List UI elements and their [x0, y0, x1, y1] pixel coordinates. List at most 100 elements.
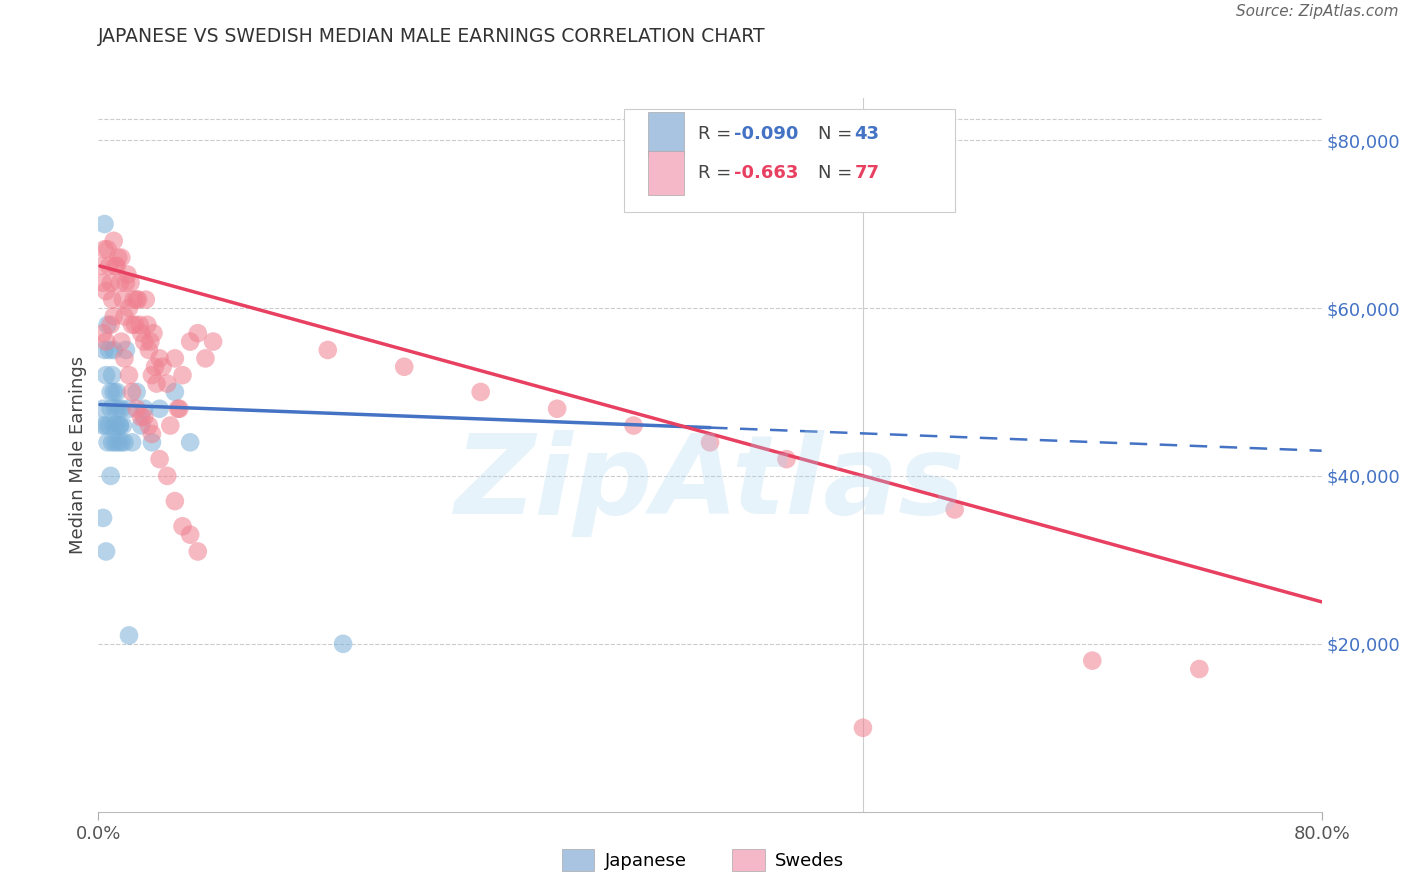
Point [179, 435, 201, 450]
Text: ZipAtlas: ZipAtlas [454, 430, 966, 537]
Text: 43: 43 [855, 125, 879, 143]
Point [94, 418, 117, 433]
Point [93, 217, 115, 231]
Point [134, 401, 156, 416]
Point [104, 259, 127, 273]
Point [149, 401, 172, 416]
Point [94, 544, 117, 558]
Point [98, 259, 121, 273]
Point [100, 384, 122, 399]
Point [118, 301, 141, 315]
Point [141, 435, 163, 450]
Point [125, 293, 148, 307]
Point [118, 368, 141, 383]
Point [104, 401, 127, 416]
Point [1081, 654, 1104, 668]
Point [125, 401, 148, 416]
Point [316, 343, 339, 357]
Point [104, 435, 127, 450]
Text: -0.663: -0.663 [734, 164, 799, 182]
Point [108, 418, 131, 433]
Point [179, 527, 201, 541]
Point [97, 318, 120, 332]
Point [91, 401, 114, 416]
Point [152, 359, 174, 374]
Point [97, 242, 120, 256]
Point [110, 334, 132, 349]
Point [163, 351, 186, 366]
Point [110, 435, 132, 450]
Point [101, 368, 124, 383]
Point [105, 259, 128, 273]
Point [149, 351, 172, 366]
Point [852, 721, 875, 735]
Point [332, 637, 354, 651]
Point [103, 234, 125, 248]
Point [100, 276, 122, 290]
Text: Source: ZipAtlas.com: Source: ZipAtlas.com [1236, 4, 1399, 20]
Point [97, 435, 120, 450]
Point [93, 242, 115, 256]
Point [111, 418, 134, 433]
Point [149, 452, 172, 467]
Point [128, 318, 150, 332]
Text: 77: 77 [855, 164, 879, 182]
Point [139, 334, 162, 349]
Text: N =: N = [818, 164, 858, 182]
Point [121, 318, 143, 332]
Point [103, 418, 125, 433]
Point [100, 469, 122, 483]
Point [107, 251, 129, 265]
Point [134, 410, 156, 425]
Point [112, 435, 135, 450]
Point [194, 351, 217, 366]
Text: -0.090: -0.090 [734, 125, 799, 143]
Point [100, 401, 122, 416]
Point [138, 418, 160, 433]
Point [94, 368, 117, 383]
Point [115, 343, 138, 357]
Point [623, 418, 645, 433]
Point [392, 359, 416, 374]
Point [187, 326, 209, 341]
Point [143, 359, 166, 374]
Legend: Japanese, Swedes: Japanese, Swedes [554, 842, 852, 879]
Point [187, 544, 209, 558]
Point [100, 318, 122, 332]
Point [118, 401, 141, 416]
Point [112, 310, 135, 324]
Point [145, 376, 167, 391]
Point [101, 293, 124, 307]
Point [134, 334, 156, 349]
Point [91, 326, 114, 341]
Point [101, 435, 124, 450]
Text: R =: R = [697, 164, 737, 182]
Point [121, 435, 143, 450]
FancyBboxPatch shape [648, 112, 685, 156]
Point [141, 426, 163, 441]
Point [1188, 662, 1211, 676]
Point [121, 384, 143, 399]
Point [129, 326, 152, 341]
Point [159, 418, 181, 433]
Point [127, 293, 149, 307]
Point [129, 418, 152, 433]
Point [103, 310, 125, 324]
Point [138, 343, 160, 357]
Point [117, 268, 139, 282]
Point [470, 384, 492, 399]
Point [115, 276, 138, 290]
Point [775, 452, 797, 467]
Point [124, 318, 146, 332]
FancyBboxPatch shape [624, 109, 955, 212]
Point [108, 418, 131, 433]
Point [120, 276, 142, 290]
Point [98, 343, 121, 357]
Point [546, 401, 568, 416]
Point [94, 284, 117, 298]
Point [107, 435, 129, 450]
Point [103, 384, 125, 399]
Point [93, 343, 115, 357]
Text: JAPANESE VS SWEDISH MEDIAN MALE EARNINGS CORRELATION CHART: JAPANESE VS SWEDISH MEDIAN MALE EARNINGS… [98, 27, 766, 45]
Point [91, 276, 114, 290]
